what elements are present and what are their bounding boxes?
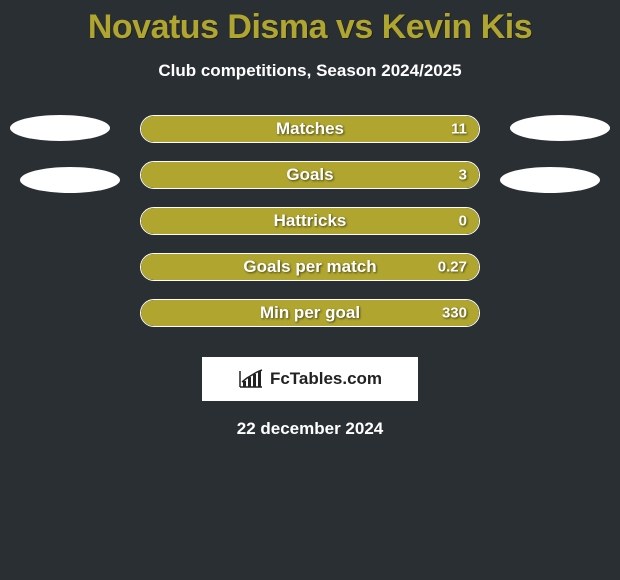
stat-value: 0.27: [438, 259, 467, 276]
brand-chart-icon: [238, 369, 264, 389]
stat-label: Hattricks: [274, 211, 347, 231]
subtitle: Club competitions, Season 2024/2025: [0, 61, 620, 81]
stat-value: 0: [459, 213, 467, 230]
stat-value: 11: [451, 121, 467, 138]
stat-row-goals-per-match: Goals per match 0.27: [140, 253, 480, 281]
stat-row-goals: Goals 3: [140, 161, 480, 189]
page-title: Novatus Disma vs Kevin Kis: [0, 8, 620, 47]
stat-row-min-per-goal: Min per goal 330: [140, 299, 480, 327]
stat-label: Goals: [286, 165, 333, 185]
stat-row-hattricks: Hattricks 0: [140, 207, 480, 235]
player-right-marker-2: [500, 167, 600, 193]
player-left-marker-1: [10, 115, 110, 141]
date-text: 22 december 2024: [0, 419, 620, 439]
stat-rows: Matches 11 Goals 3 Hattricks 0 Goals per…: [140, 115, 480, 345]
stat-label: Goals per match: [243, 257, 376, 277]
stat-value: 330: [442, 305, 467, 322]
brand-text: FcTables.com: [270, 369, 382, 389]
player-left-marker-2: [20, 167, 120, 193]
player-right-marker-1: [510, 115, 610, 141]
comparison-container: Novatus Disma vs Kevin Kis Club competit…: [0, 0, 620, 439]
stat-value: 3: [459, 167, 467, 184]
stat-label: Matches: [276, 119, 344, 139]
brand-box: FcTables.com: [202, 357, 418, 401]
stat-label: Min per goal: [260, 303, 360, 323]
stat-row-matches: Matches 11: [140, 115, 480, 143]
stats-area: Matches 11 Goals 3 Hattricks 0 Goals per…: [0, 115, 620, 345]
